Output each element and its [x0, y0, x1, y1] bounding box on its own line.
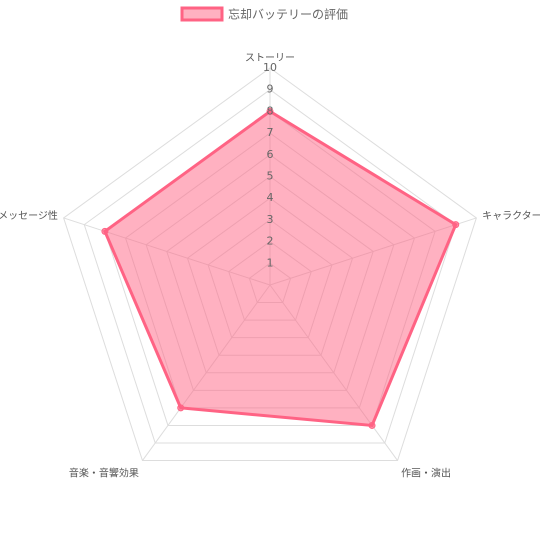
grid-line [63, 67, 477, 462]
r-tick-label: 9 [267, 83, 274, 96]
r-tick-label: 3 [267, 213, 274, 226]
radar-point [266, 107, 274, 115]
radar-point [368, 421, 376, 429]
r-tick-label: 10 [263, 61, 277, 74]
radar-point [101, 227, 109, 235]
category-label: ストーリー [245, 53, 295, 64]
category-label: メッセージ性 [0, 209, 58, 222]
category-label: 音楽・音響効果 [69, 466, 139, 479]
category-label: 作画・演出 [401, 466, 451, 479]
r-tick-label: 1 [267, 256, 274, 269]
r-tick-label: 7 [267, 126, 274, 139]
radar-point [177, 404, 185, 412]
r-tick-label: 6 [267, 148, 274, 161]
radar-point [452, 221, 460, 229]
radar-area [103, 109, 458, 428]
r-tick-label: 4 [267, 191, 274, 204]
r-tick-label: 5 [267, 170, 274, 183]
grid-line [83, 89, 457, 444]
category-label: キャラクター [482, 210, 540, 222]
r-tick-label: 8 [267, 104, 274, 117]
r-tick-label: 2 [267, 235, 274, 248]
legend-label: 忘却バッテリーの評価 [228, 7, 348, 22]
legend-swatch [180, 6, 224, 22]
